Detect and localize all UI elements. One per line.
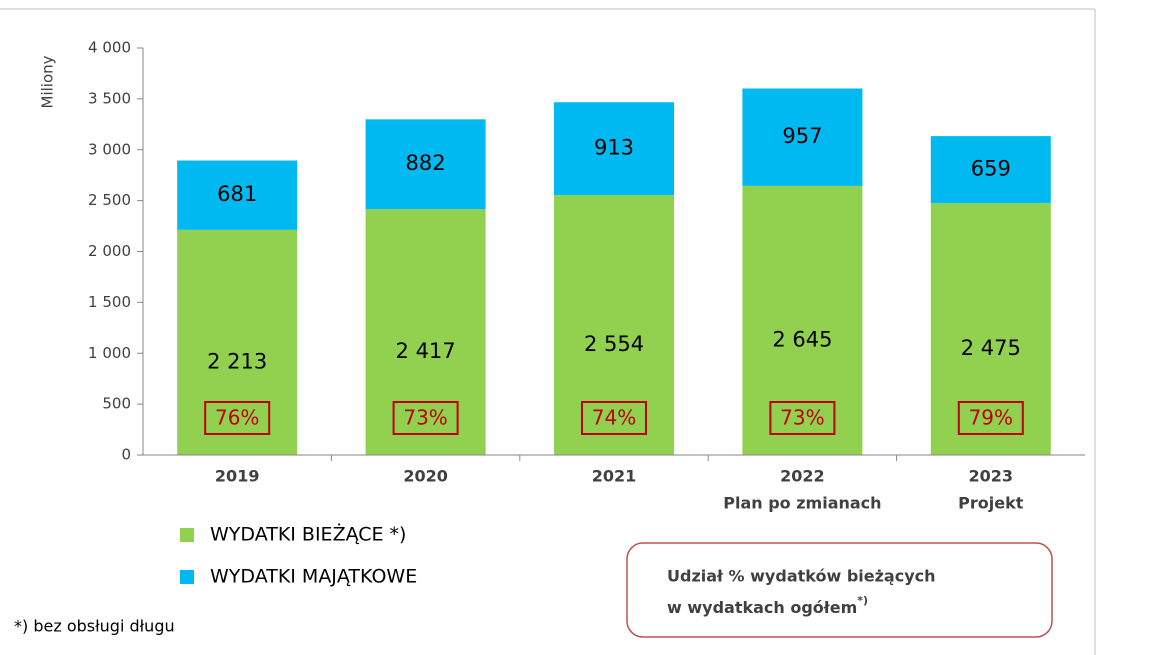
share-box xyxy=(204,401,271,435)
share-label: 73% xyxy=(780,406,824,430)
x-tick-label: 2021 xyxy=(592,467,637,486)
x-tick-label: 2023 xyxy=(969,467,1014,486)
x-tick-label: 2022 xyxy=(780,467,825,486)
note-text: w wydatkach ogółem xyxy=(667,598,857,617)
share-box xyxy=(769,401,836,435)
bar-segment xyxy=(742,185,863,455)
bar-segment xyxy=(365,119,486,210)
share-label: 79% xyxy=(969,406,1013,430)
y-tick-label: 3 500 xyxy=(88,89,131,107)
y-tick-label: 1 000 xyxy=(88,344,131,362)
legend-label: WYDATKI BIEŻĄCE *) xyxy=(210,523,406,546)
value-label: 2 554 xyxy=(584,332,644,356)
note-line: Udział % wydatków bieżących xyxy=(667,567,936,586)
footnote: *) bez obsługi długu xyxy=(14,617,175,636)
bar-segment xyxy=(177,229,298,455)
value-label: 882 xyxy=(406,151,446,175)
legend-swatch xyxy=(180,570,194,584)
x-tick-label: Projekt xyxy=(958,494,1024,513)
share-box xyxy=(392,401,459,435)
y-tick-label: 0 xyxy=(121,446,131,464)
x-tick-label: Plan po zmianach xyxy=(723,494,881,513)
y-axis-label: Miliony xyxy=(39,55,57,108)
share-label: 73% xyxy=(403,406,447,430)
bar-segment xyxy=(742,88,863,186)
value-label: 2 645 xyxy=(772,327,832,351)
x-tick-label: 2019 xyxy=(215,467,260,486)
note-sup: *) xyxy=(857,594,868,607)
y-tick-label: 2 500 xyxy=(88,191,131,209)
bar-segment xyxy=(554,195,674,455)
share-box xyxy=(957,401,1024,435)
share-label: 74% xyxy=(592,406,636,430)
note-line: w wydatkach ogółem*) xyxy=(667,594,868,617)
value-label: 2 417 xyxy=(396,339,456,363)
bar-segment xyxy=(365,209,486,455)
y-tick-label: 3 000 xyxy=(88,140,131,158)
note-box xyxy=(626,542,1053,638)
value-label: 957 xyxy=(782,124,822,148)
value-label: 681 xyxy=(217,182,257,206)
y-tick-label: 4 000 xyxy=(88,39,131,57)
y-tick-label: 2 000 xyxy=(88,242,131,260)
value-label: 2 213 xyxy=(207,349,267,373)
y-tick-label: 1 500 xyxy=(88,293,131,311)
y-tick-label: 500 xyxy=(102,395,131,413)
share-box xyxy=(581,401,647,435)
bar-segment xyxy=(930,203,1051,455)
share-label: 76% xyxy=(215,406,259,430)
bar-segment xyxy=(554,102,674,196)
bar-segment xyxy=(177,160,298,230)
value-label: 2 475 xyxy=(961,336,1021,360)
bar-segment xyxy=(930,136,1051,204)
legend-label: WYDATKI MAJĄTKOWE xyxy=(210,566,417,588)
value-label: 913 xyxy=(594,136,634,160)
x-tick-label: 2020 xyxy=(403,467,448,486)
legend-swatch xyxy=(180,528,194,542)
value-label: 659 xyxy=(971,157,1011,181)
